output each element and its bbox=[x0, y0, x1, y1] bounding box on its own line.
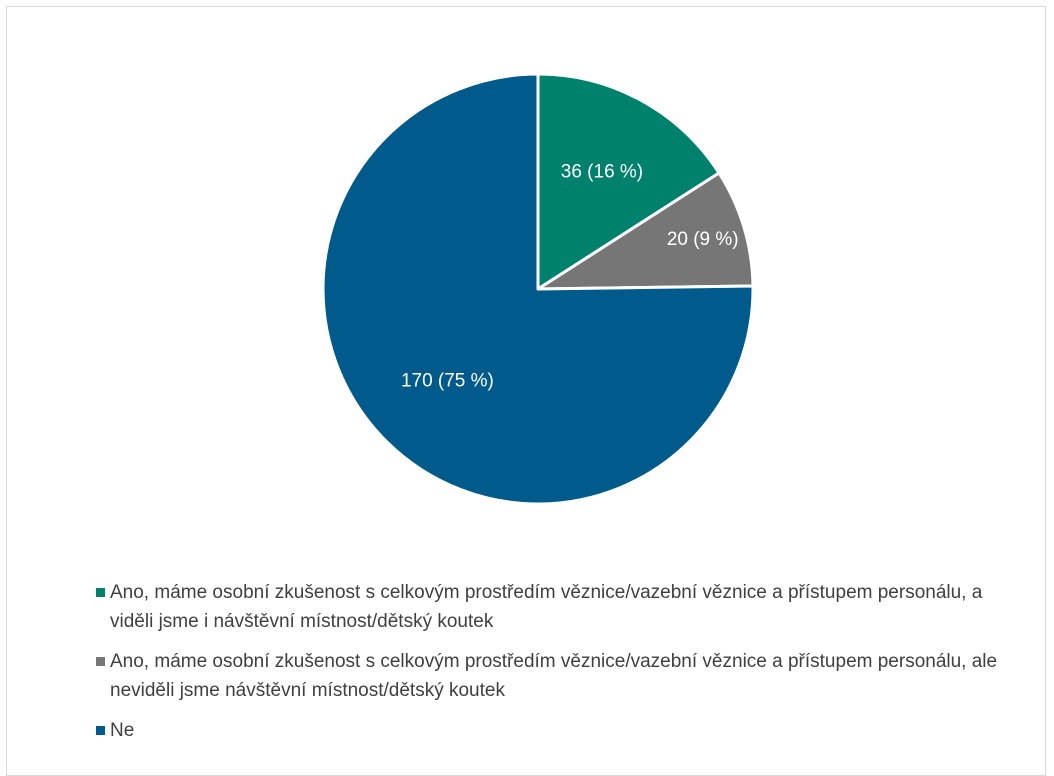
legend-item-1: Ano, máme osobní zkušenost s celkovým pr… bbox=[96, 578, 1016, 636]
pie-slice-3 bbox=[321, 72, 755, 506]
data-label-2: 20 (9 %) bbox=[667, 229, 739, 250]
legend-label-2: Ano, máme osobní zkušenost s celkovým pr… bbox=[110, 651, 998, 701]
chart-legend: Ano, máme osobní zkušenost s celkovým pr… bbox=[96, 578, 1016, 756]
legend-label-3: Ne bbox=[110, 720, 135, 741]
legend-swatch-3 bbox=[96, 726, 105, 735]
pie-slice-1 bbox=[536, 72, 721, 291]
pie-slice-2 bbox=[536, 171, 755, 291]
legend-label-1: Ano, máme osobní zkušenost s celkovým pr… bbox=[110, 582, 983, 632]
legend-item-2: Ano, máme osobní zkušenost s celkovým pr… bbox=[96, 647, 1016, 705]
legend-item-3: Ne bbox=[96, 716, 1016, 745]
data-label-3: 170 (75 %) bbox=[401, 370, 494, 391]
legend-swatch-1 bbox=[96, 588, 105, 597]
legend-swatch-2 bbox=[96, 657, 105, 666]
data-label-1: 36 (16 %) bbox=[561, 162, 643, 183]
